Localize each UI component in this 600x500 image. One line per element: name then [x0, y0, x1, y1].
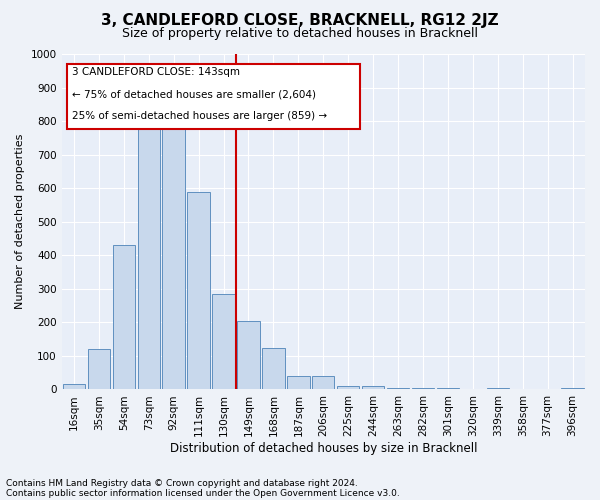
Text: Contains HM Land Registry data © Crown copyright and database right 2024.: Contains HM Land Registry data © Crown c…	[6, 478, 358, 488]
Bar	[262, 348, 284, 390]
Bar	[437, 388, 459, 390]
X-axis label: Distribution of detached houses by size in Bracknell: Distribution of detached houses by size …	[170, 442, 477, 455]
Bar	[187, 192, 210, 390]
Bar	[163, 118, 185, 390]
Text: 3 CANDLEFORD CLOSE: 143sqm: 3 CANDLEFORD CLOSE: 143sqm	[72, 68, 240, 78]
Bar	[337, 386, 359, 390]
Bar	[63, 384, 85, 390]
Bar	[312, 376, 334, 390]
Bar	[88, 349, 110, 390]
Bar	[237, 320, 260, 390]
Bar	[113, 245, 135, 390]
Text: Size of property relative to detached houses in Bracknell: Size of property relative to detached ho…	[122, 28, 478, 40]
Y-axis label: Number of detached properties: Number of detached properties	[15, 134, 25, 310]
Text: 25% of semi-detached houses are larger (859) →: 25% of semi-detached houses are larger (…	[72, 111, 327, 121]
Text: Contains public sector information licensed under the Open Government Licence v3: Contains public sector information licen…	[6, 488, 400, 498]
Bar	[562, 388, 584, 390]
Text: ← 75% of detached houses are smaller (2,604): ← 75% of detached houses are smaller (2,…	[72, 89, 316, 99]
Bar	[362, 386, 385, 390]
Bar	[487, 388, 509, 390]
Bar	[212, 294, 235, 390]
Bar	[287, 376, 310, 390]
FancyBboxPatch shape	[67, 64, 360, 130]
Text: 3, CANDLEFORD CLOSE, BRACKNELL, RG12 2JZ: 3, CANDLEFORD CLOSE, BRACKNELL, RG12 2JZ	[101, 12, 499, 28]
Bar	[412, 388, 434, 390]
Bar	[137, 124, 160, 390]
Bar	[387, 388, 409, 390]
